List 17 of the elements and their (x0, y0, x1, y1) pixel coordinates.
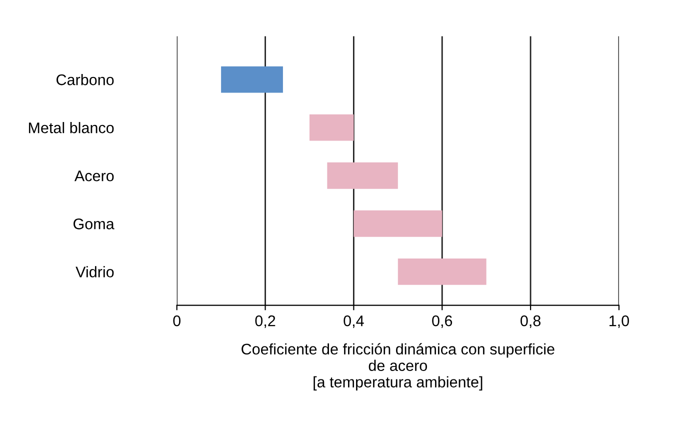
y-tick-label: Carbono (56, 74, 114, 86)
y-tick-label: Metal blanco (28, 122, 114, 134)
x-tick-label: 0 (173, 315, 180, 326)
x-tick-label: 0,6 (432, 315, 452, 328)
x-tick-label: 0,8 (520, 315, 541, 328)
x-tick-label: 0,2 (255, 315, 276, 328)
bar (309, 114, 354, 141)
x-axis-title: Coeficiente de fricción dinámica con superficie de acero [a temperatura ambiente] (242, 343, 554, 390)
bar (327, 162, 398, 189)
y-tick-label: Goma (74, 218, 114, 230)
bar (221, 66, 283, 93)
x-tick-label: 0,4 (344, 315, 364, 328)
bar (398, 258, 486, 285)
y-tick-label: Acero (74, 170, 114, 182)
y-tick-label: Vidrio (76, 266, 114, 278)
bar (354, 210, 442, 237)
x-tick-label: 1,0 (610, 315, 629, 328)
